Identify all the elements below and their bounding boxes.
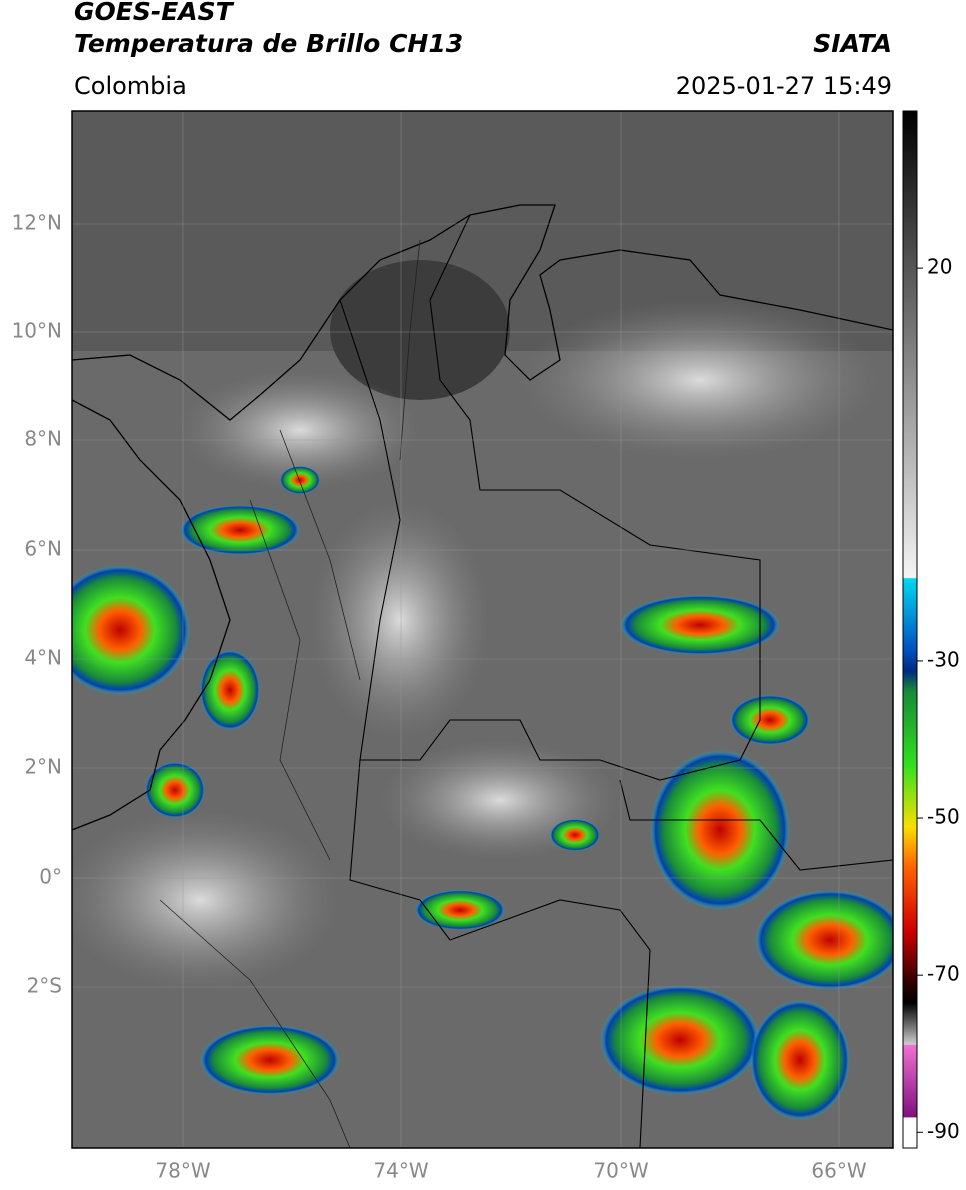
lat-label: 2°S xyxy=(27,974,62,998)
lon-label: 70°W xyxy=(593,1159,648,1183)
timestamp: 2025-01-27 15:49 xyxy=(676,72,892,100)
colorbar xyxy=(902,110,918,1149)
colorbar-label: -90 xyxy=(927,1119,960,1143)
lat-label: 4°N xyxy=(24,646,62,670)
source: SIATA xyxy=(813,29,892,58)
map-frame xyxy=(71,110,894,1149)
title: GOES-EAST xyxy=(74,0,235,26)
lat-label: 0° xyxy=(39,865,62,889)
region: Colombia xyxy=(74,72,187,100)
colorbar-label: -70 xyxy=(927,962,960,986)
lat-label: 10°N xyxy=(12,319,62,343)
colorbar-label: -30 xyxy=(927,647,960,671)
graticule xyxy=(72,111,893,1148)
lon-label: 78°W xyxy=(155,1159,210,1183)
lon-label: 66°W xyxy=(811,1159,866,1183)
satellite-image xyxy=(72,111,893,1148)
lat-label: 6°N xyxy=(24,537,62,561)
lat-label: 8°N xyxy=(24,427,62,451)
lat-label: 12°N xyxy=(12,211,62,235)
lon-label: 74°W xyxy=(373,1159,428,1183)
colorbar-label: -50 xyxy=(927,805,960,829)
colorbar-label: 20 xyxy=(927,255,952,279)
lat-label: 2°N xyxy=(24,755,62,779)
subtitle: Temperatura de Brillo CH13 xyxy=(74,29,463,58)
